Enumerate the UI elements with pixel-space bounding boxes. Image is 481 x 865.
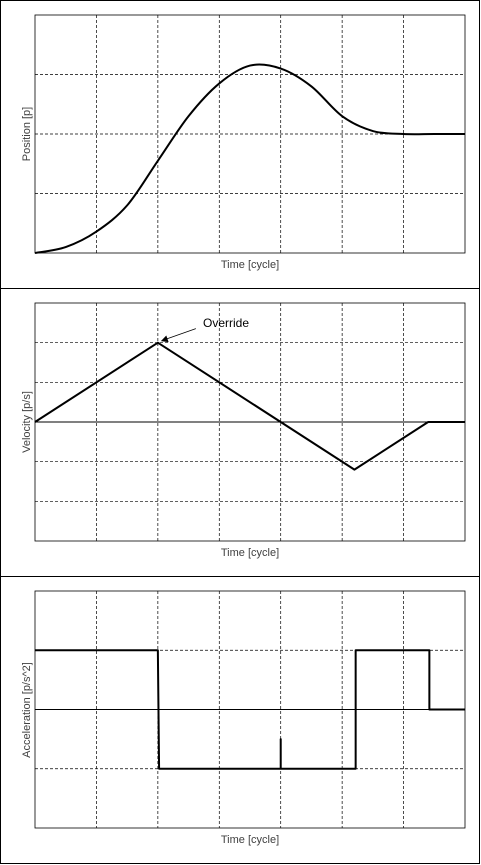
position-x-axis-label: Time [cycle] bbox=[221, 259, 279, 271]
acceleration-panel-frame bbox=[0, 576, 480, 864]
acceleration-y-axis-label: Acceleration [p/s^2] bbox=[21, 662, 33, 758]
position-y-axis-label: Position [p] bbox=[21, 107, 33, 161]
position-curve bbox=[34, 63, 465, 254]
velocity-panel-frame bbox=[0, 288, 480, 577]
acceleration-curve bbox=[35, 649, 465, 770]
position-chart: Time [cycle] Position [p] bbox=[0, 0, 480, 289]
override-arrowhead bbox=[160, 335, 169, 343]
velocity-curve bbox=[34, 341, 465, 471]
velocity-chart: Override Time [cycle] Velocity [p/s] bbox=[0, 288, 480, 577]
override-arrow bbox=[161, 328, 196, 342]
velocity-x-axis-label: Time [cycle] bbox=[221, 547, 279, 559]
override-annotation: Override bbox=[203, 316, 249, 330]
position-grid bbox=[35, 15, 465, 253]
acceleration-chart: Time [cycle] Acceleration [p/s^2] bbox=[0, 576, 480, 864]
acceleration-x-axis-label: Time [cycle] bbox=[221, 834, 279, 846]
velocity-y-axis-label: Velocity [p/s] bbox=[21, 391, 33, 453]
